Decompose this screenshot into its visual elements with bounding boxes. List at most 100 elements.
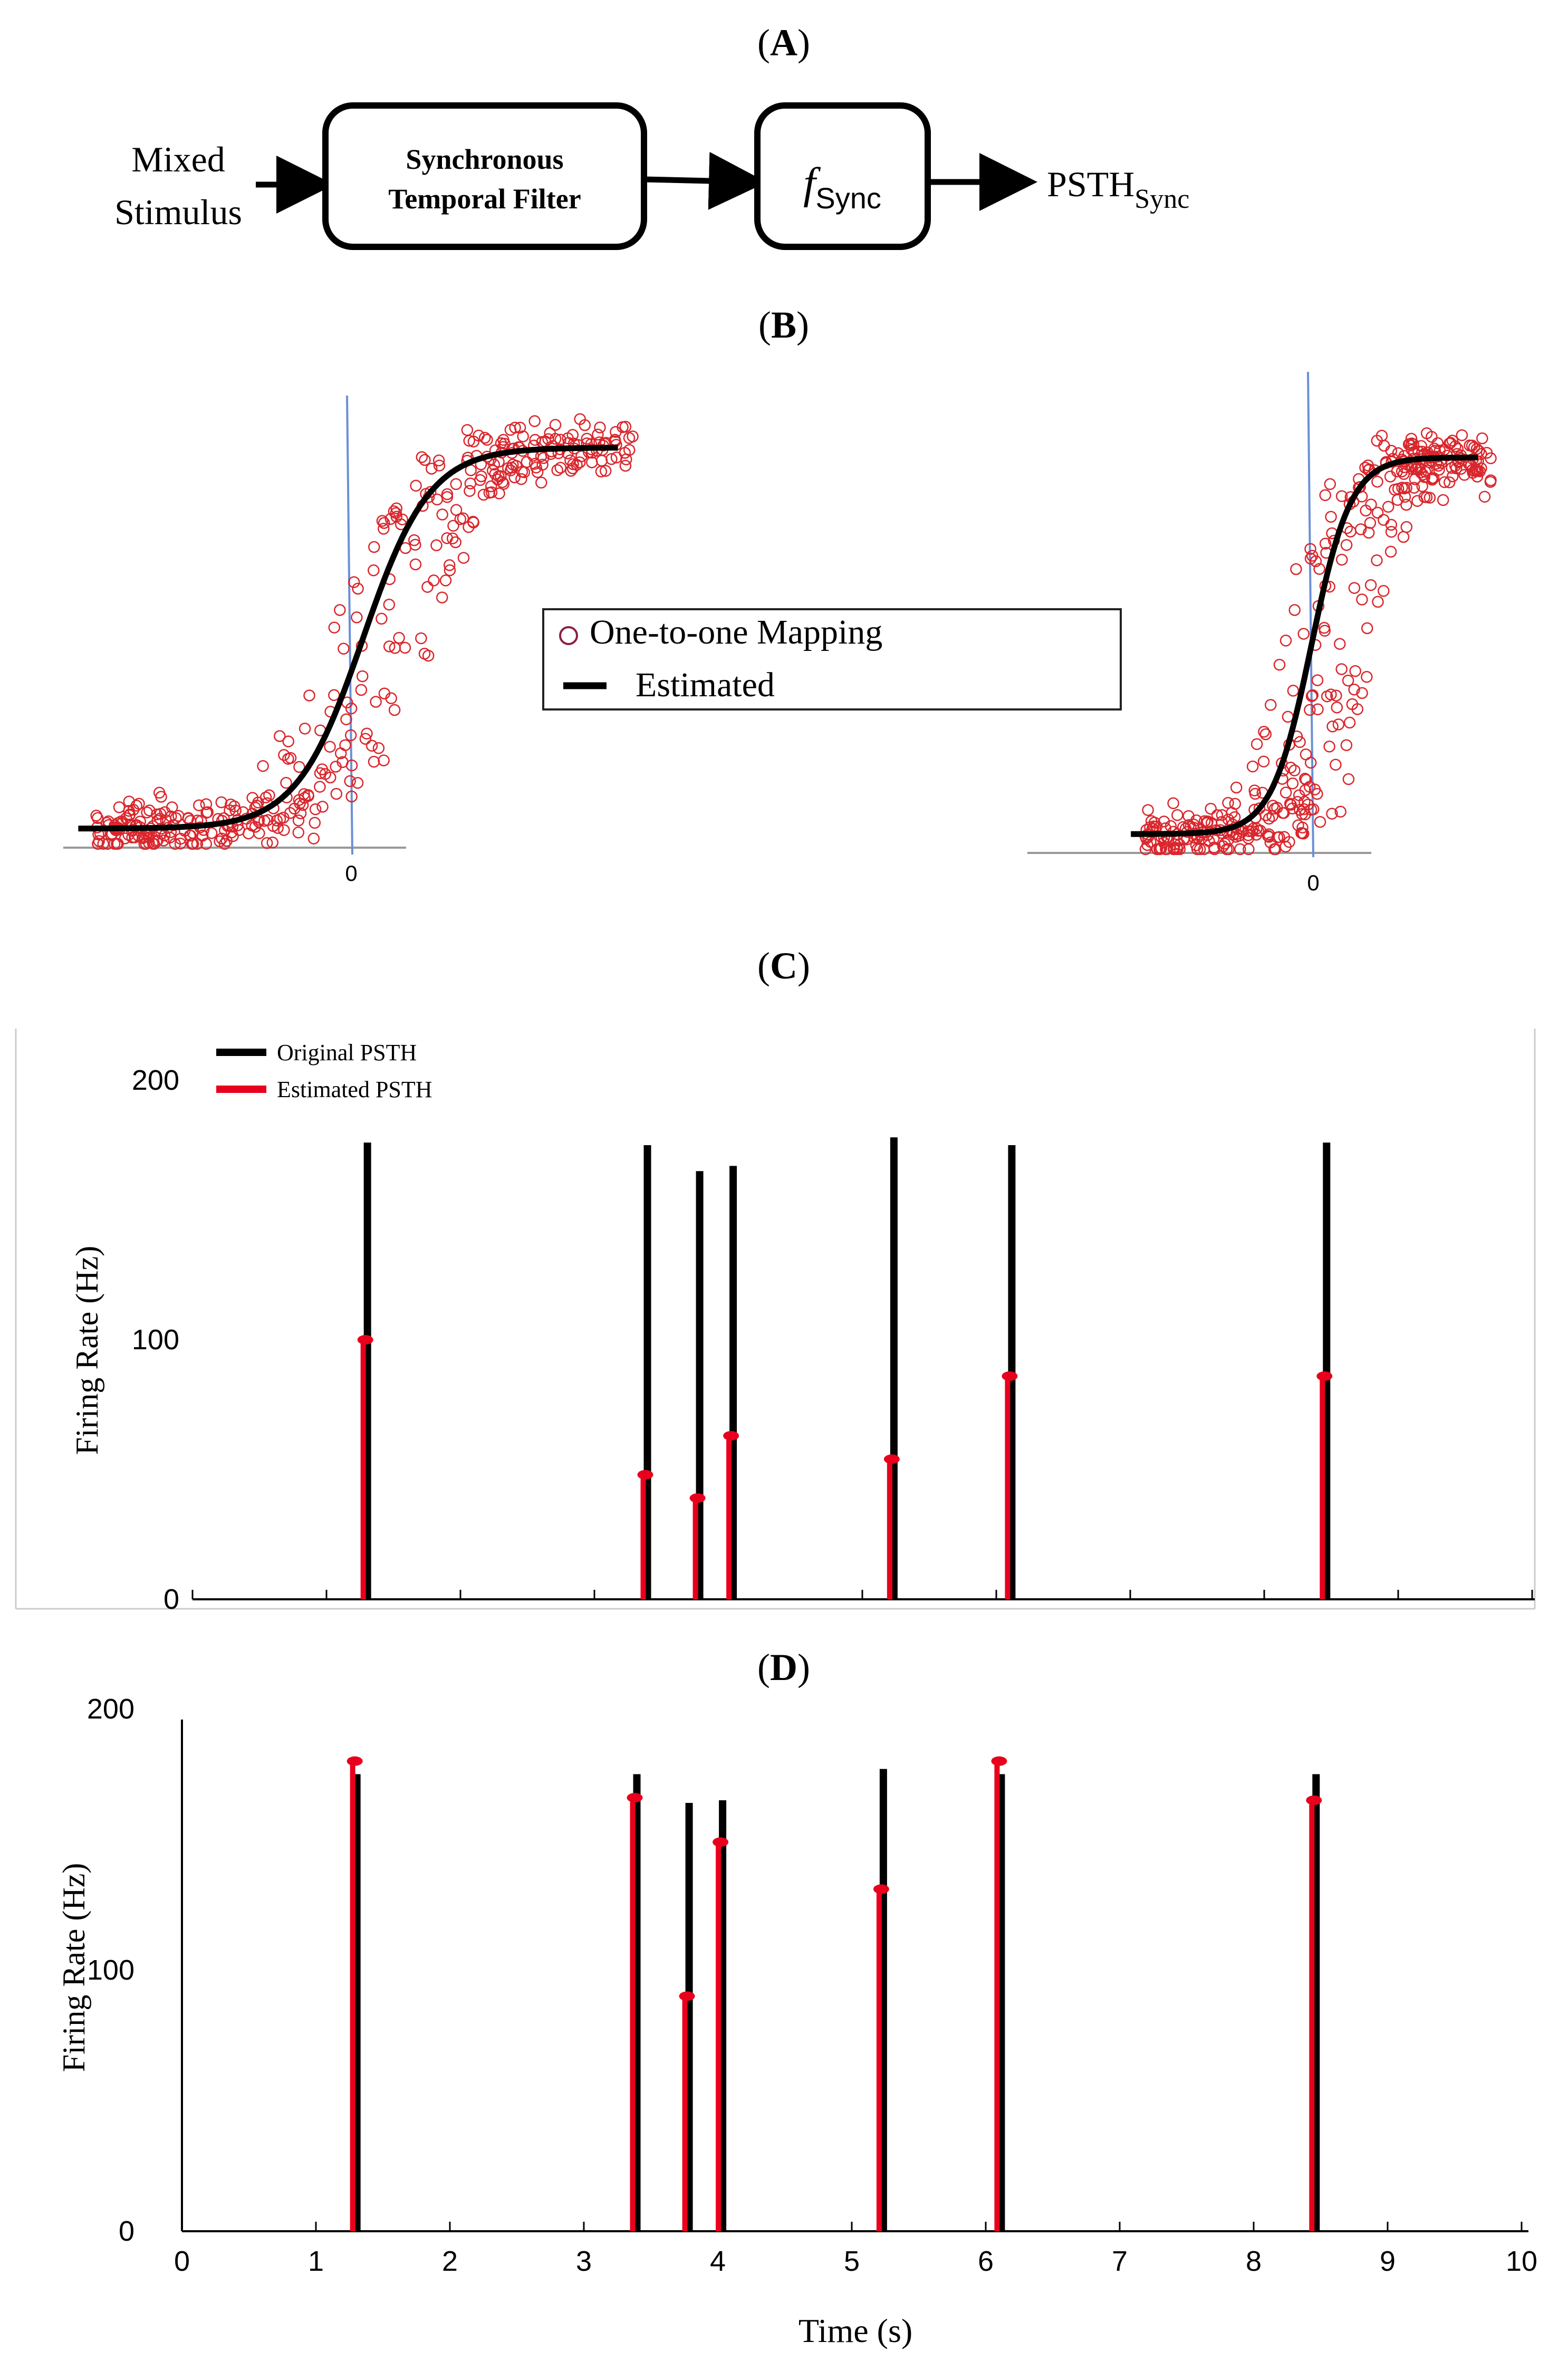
- mapping-point: [1319, 489, 1331, 501]
- mapping-point: [1296, 821, 1309, 834]
- x-tick-label: 6: [978, 2245, 994, 2277]
- mapping-point: [1423, 492, 1436, 504]
- mapping-point: [599, 465, 612, 477]
- mapping-point: [372, 742, 385, 754]
- panel-b-legend-box: [542, 608, 1122, 711]
- mapping-point: [554, 462, 567, 474]
- mapping-point: [1371, 506, 1384, 519]
- legend-label-original: Original PSTH: [277, 1040, 417, 1065]
- mapping-point: [376, 515, 389, 527]
- mapping-point: [388, 704, 401, 716]
- mapping-point: [1469, 463, 1482, 476]
- mapping-point: [97, 838, 109, 850]
- mapping-point: [1258, 725, 1270, 738]
- mapping-point: [493, 487, 505, 500]
- mapping-point: [1371, 475, 1383, 488]
- mapping-point: [581, 433, 593, 445]
- mapping-point: [393, 631, 405, 644]
- mapping-point: [521, 456, 533, 468]
- mapping-point: [1294, 736, 1306, 748]
- mapping-point: [1145, 815, 1158, 827]
- mapping-point: [457, 512, 469, 524]
- mapping-point: [485, 480, 497, 493]
- panel-d-x-ticks: 0 1 2 3 4 5 6 7 8 9 10: [174, 2222, 1537, 2277]
- arrow-filter-to-function: [643, 151, 767, 210]
- mapping-point: [566, 429, 579, 441]
- mapping-point: [1273, 831, 1285, 843]
- mapping-point: [446, 532, 459, 544]
- mapping-point: [510, 460, 523, 472]
- mapping-point: [1263, 812, 1275, 825]
- mapping-point: [257, 760, 269, 772]
- mapping-point: [340, 713, 352, 725]
- mapping-point: [92, 838, 104, 850]
- mapping-point: [359, 733, 372, 745]
- mapping-point: [378, 523, 390, 535]
- mapping-point: [111, 838, 123, 850]
- mapping-point: [475, 470, 487, 483]
- mapping-point: [1466, 439, 1478, 452]
- mapping-point: [277, 811, 290, 824]
- mapping-point: [129, 831, 141, 843]
- mapping-point: [1334, 638, 1346, 650]
- mapping-point: [528, 415, 541, 427]
- mapping-point: [293, 761, 305, 773]
- mapping-point: [436, 508, 448, 521]
- mapping-point: [1330, 759, 1342, 771]
- mapping-point: [1228, 811, 1241, 823]
- mapping-point: [617, 421, 629, 434]
- mapping-point: [1335, 553, 1348, 566]
- mapping-point: [1446, 435, 1459, 447]
- mapping-point: [531, 466, 544, 478]
- mapping-point: [376, 612, 388, 625]
- estimated-psth-peak: [1306, 1796, 1322, 1805]
- mapping-point: [1408, 482, 1420, 494]
- mapping-point: [1400, 498, 1412, 511]
- left-estimated-curve: [78, 445, 618, 832]
- panel-c-y-tick-labels: 0 100 200: [132, 1064, 179, 1615]
- mapping-point: [368, 541, 380, 553]
- mapping-point: [1142, 804, 1154, 816]
- mapping-point: [1219, 838, 1231, 850]
- y-tick-label: 100: [132, 1324, 179, 1356]
- x-tick-label: 8: [1246, 2245, 1262, 2277]
- mapping-point: [339, 739, 351, 751]
- mapping-point: [1438, 444, 1450, 456]
- mapping-point: [463, 435, 475, 447]
- mapping-point: [1456, 429, 1468, 441]
- estimated-psth-peak: [873, 1884, 889, 1894]
- mapping-point: [416, 451, 428, 463]
- mapping-point: [461, 424, 474, 436]
- mapping-point: [408, 534, 420, 546]
- input-label-line2: Stimulus: [114, 192, 242, 232]
- mapping-point: [334, 604, 346, 616]
- mapping-point: [361, 727, 373, 740]
- mapping-point: [426, 463, 438, 475]
- mapping-point: [314, 781, 326, 793]
- mapping-point: [623, 432, 636, 444]
- mapping-point: [1300, 774, 1312, 786]
- left-plot-zero-tick-label: 0: [345, 861, 357, 886]
- mapping-point: [324, 771, 336, 784]
- mapping-point: [292, 827, 305, 839]
- mapping-point: [1384, 471, 1397, 483]
- right-plot-zero-tick-label: 0: [1307, 870, 1319, 895]
- mapping-point: [554, 434, 566, 446]
- mapping-point: [1326, 808, 1338, 820]
- mapping-point: [345, 702, 358, 715]
- mapping-point: [1300, 748, 1312, 761]
- mapping-point: [430, 539, 442, 552]
- mapping-point: [1201, 817, 1214, 829]
- mapping-point: [410, 479, 422, 492]
- mapping-point: [1325, 688, 1337, 700]
- mapping-point: [345, 759, 358, 772]
- mapping-point: [1167, 797, 1179, 810]
- mapping-point: [309, 817, 321, 829]
- mapping-point: [1476, 432, 1488, 445]
- mapping-point: [224, 804, 236, 817]
- mapping-point: [1242, 829, 1255, 841]
- mapping-point: [1282, 711, 1294, 723]
- mapping-point: [467, 435, 480, 448]
- mapping-point: [1342, 674, 1354, 687]
